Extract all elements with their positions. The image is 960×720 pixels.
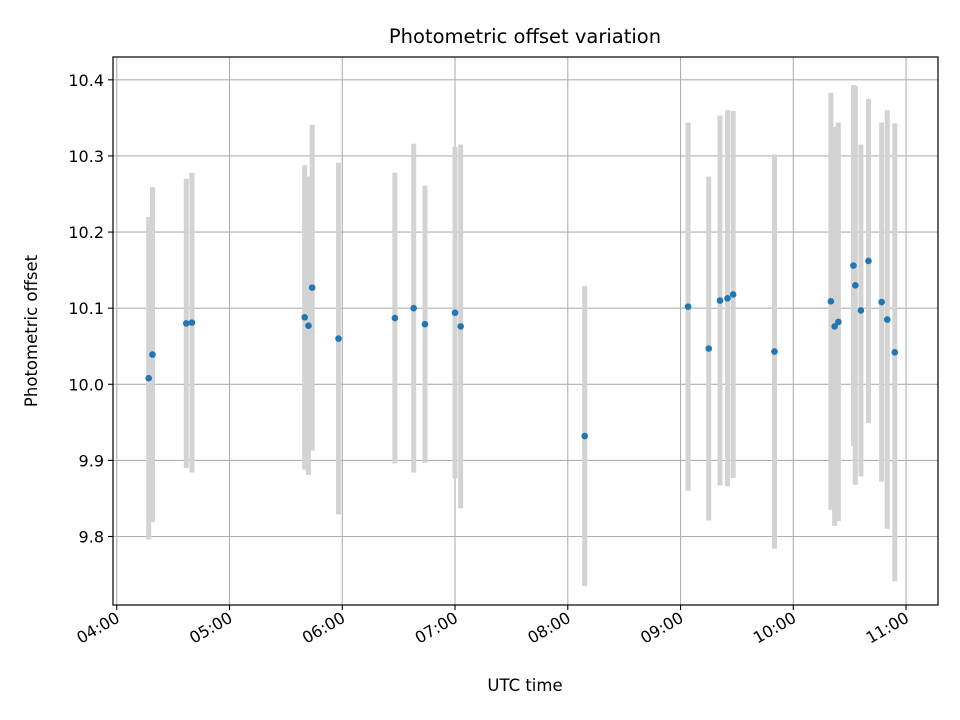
data-point: [827, 298, 835, 305]
data-point: [891, 349, 899, 356]
data-point: [705, 345, 713, 352]
data-point: [850, 262, 857, 269]
data-point: [716, 297, 724, 304]
data-point: [182, 320, 190, 327]
y-tick-label: 10.3: [68, 147, 104, 166]
data-point: [145, 374, 153, 382]
data-point: [457, 323, 464, 330]
data-point: [771, 348, 778, 355]
data-point: [391, 314, 399, 322]
data-point: [308, 284, 316, 291]
y-tick-label: 10.1: [68, 299, 104, 318]
chart-title: Photometric offset variation: [389, 25, 661, 48]
x-axis-title: UTC time: [487, 676, 562, 695]
data-point: [581, 432, 588, 440]
plot-frame: [112, 56, 939, 606]
y-tick-label: 10.0: [68, 375, 104, 394]
grid-lines: [113, 57, 938, 605]
data-point: [729, 291, 737, 298]
y-tick-label: 9.9: [79, 451, 104, 470]
data-point: [410, 304, 417, 312]
data-point: [724, 294, 731, 302]
data-point: [878, 298, 885, 306]
data-point: [149, 351, 156, 358]
data-point: [883, 316, 891, 323]
data-point: [421, 320, 429, 328]
data-point: [188, 319, 196, 326]
data-point: [305, 322, 312, 329]
y-axis-title: Photometric offset: [22, 254, 41, 407]
data-point: [684, 303, 692, 310]
data-point: [831, 323, 838, 330]
data-point: [835, 318, 842, 326]
y-tick-label: 10.4: [68, 71, 104, 90]
data-point: [301, 314, 308, 321]
data-point: [865, 257, 872, 265]
y-tick-label: 9.8: [79, 528, 104, 547]
data-point: [852, 282, 859, 289]
y-axis-ticks: 9.8 9.9 10.0 10.1 10.2 10.3 10.4: [68, 71, 113, 547]
data-point: [451, 309, 459, 317]
data-point: [857, 307, 865, 314]
data-points: [145, 257, 899, 440]
y-tick-label: 10.2: [68, 223, 104, 242]
data-point: [335, 335, 342, 342]
